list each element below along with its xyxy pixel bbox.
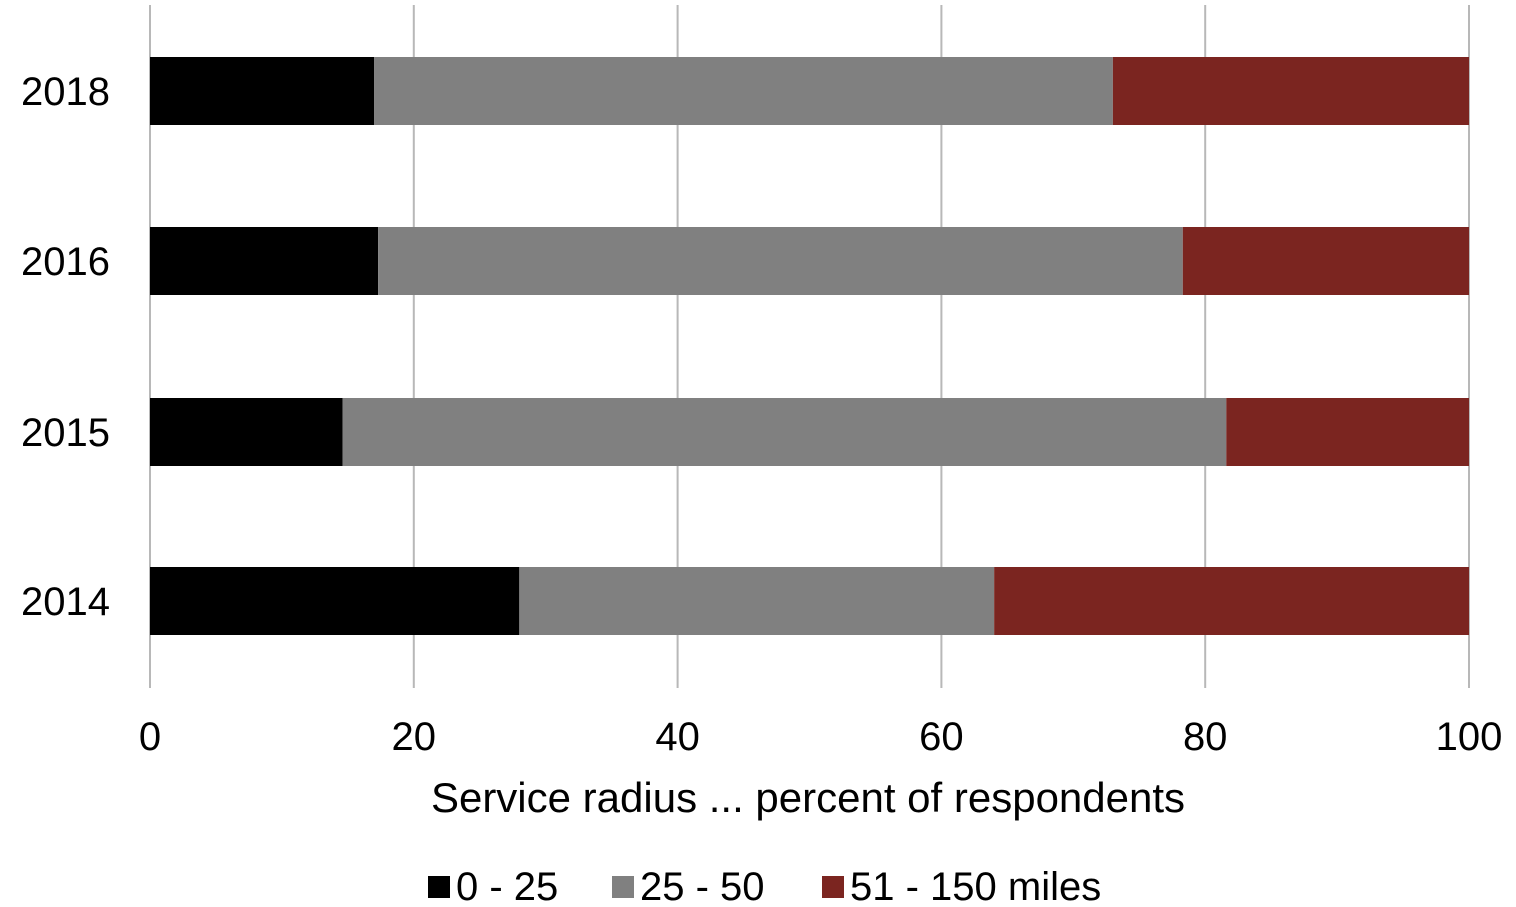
x-tick-label-100: 100 xyxy=(1436,715,1503,759)
bar-2018-series-1 xyxy=(374,57,1113,125)
legend: 0 - 25 25 - 50 51 - 150 miles xyxy=(428,865,1101,907)
legend-swatch-2 xyxy=(822,876,844,898)
bar-2018-series-0 xyxy=(150,57,375,125)
bar-2014-series-0 xyxy=(150,567,520,635)
x-tick-label-0: 0 xyxy=(139,715,161,759)
bar-segments xyxy=(150,57,1469,635)
x-tick-label-80: 80 xyxy=(1183,715,1228,759)
legend-label-2: 51 - 150 miles xyxy=(850,865,1101,907)
legend-label-0: 0 - 25 xyxy=(456,865,558,907)
x-tick-labels: 0 20 40 60 80 100 xyxy=(139,715,1503,759)
legend-label-1: 25 - 50 xyxy=(640,865,765,907)
legend-swatch-1 xyxy=(612,876,634,898)
category-label-2016: 2016 xyxy=(21,240,110,284)
x-axis-title: Service radius ... percent of respondent… xyxy=(431,774,1185,821)
category-labels: 2018 2016 2015 2014 xyxy=(21,70,110,624)
category-label-2018: 2018 xyxy=(21,70,110,114)
category-label-2015: 2015 xyxy=(21,411,110,455)
x-tick-label-20: 20 xyxy=(392,715,437,759)
bar-2014-series-1 xyxy=(519,567,995,635)
bar-2018-series-2 xyxy=(1112,57,1469,125)
legend-swatch-0 xyxy=(428,876,450,898)
bar-2016-series-1 xyxy=(378,227,1183,295)
bar-2015-series-2 xyxy=(1226,398,1469,466)
bar-2016-series-2 xyxy=(1182,227,1469,295)
bar-2014-series-2 xyxy=(994,567,1469,635)
category-label-2014: 2014 xyxy=(21,580,110,624)
x-tick-label-60: 60 xyxy=(919,715,964,759)
x-tick-label-40: 40 xyxy=(655,715,700,759)
bar-2015-series-1 xyxy=(342,398,1227,466)
bar-2015-series-0 xyxy=(150,398,343,466)
bar-2016-series-0 xyxy=(150,227,379,295)
